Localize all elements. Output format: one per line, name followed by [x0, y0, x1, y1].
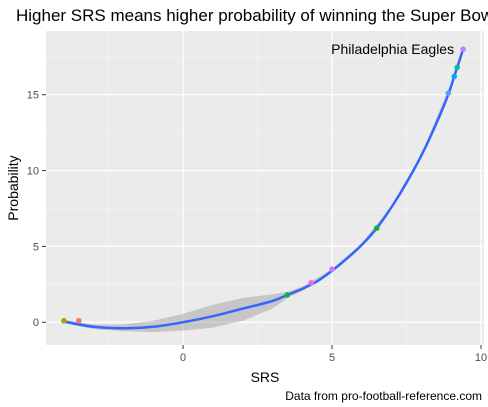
x-tick-label-0: 0 — [180, 352, 186, 364]
data-point-5 — [373, 225, 380, 231]
data-point-2 — [284, 292, 291, 298]
y-axis-title: Probability — [5, 155, 21, 220]
y-tick-label-0: 0 — [33, 317, 39, 329]
smooth-line-layer — [62, 47, 465, 330]
x-tick-label-1: 5 — [329, 352, 335, 364]
y-tick-label-2: 10 — [27, 166, 39, 178]
chart-title: Higher SRS means higher probability of w… — [16, 6, 488, 25]
data-point-6 — [445, 90, 452, 96]
plot-panel — [46, 31, 484, 345]
y-tick-label-3: 15 — [27, 90, 39, 102]
data-point-1 — [75, 317, 82, 324]
x-tick-label-2: 10 — [475, 352, 487, 364]
caption: Data from pro-football-reference.com — [285, 389, 482, 403]
data-point-9 — [460, 46, 466, 53]
data-point-3 — [308, 280, 314, 286]
x-axis-title: SRS — [251, 369, 280, 385]
y-tick-label-1: 5 — [33, 241, 39, 253]
smooth-line — [62, 47, 465, 330]
y-axis-ticks: 0 5 10 15 — [27, 90, 46, 329]
grid-major — [46, 31, 484, 345]
annotation-label: Philadelphia Eagles — [331, 41, 454, 57]
x-axis-ticks: 0 5 10 — [180, 345, 487, 364]
data-point-4 — [329, 266, 335, 272]
grid-minor — [46, 31, 484, 345]
data-point-8 — [454, 64, 460, 71]
points-layer — [61, 46, 466, 324]
data-point-7 — [451, 73, 458, 80]
data-point-0 — [61, 317, 67, 324]
